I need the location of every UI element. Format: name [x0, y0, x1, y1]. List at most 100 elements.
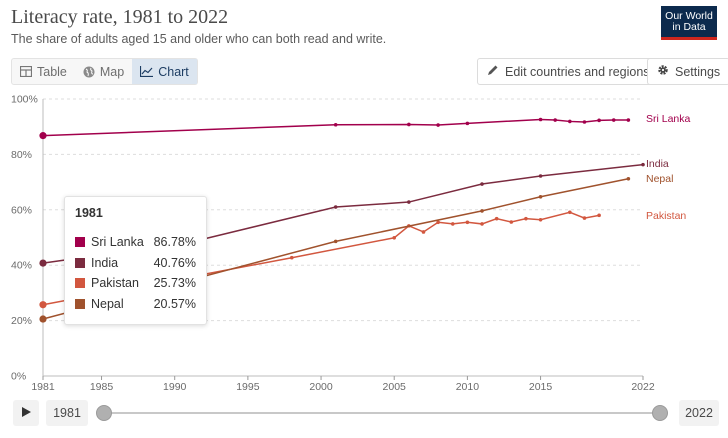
tooltip-country-name: India — [91, 255, 119, 270]
edit-countries-button[interactable]: Edit countries and regions — [477, 58, 660, 85]
timeline-start-handle[interactable] — [96, 405, 112, 421]
x-tick-label: 2005 — [383, 381, 407, 393]
timeline-end-handle[interactable] — [652, 405, 668, 421]
data-point[interactable] — [494, 216, 499, 221]
line-chart-icon — [140, 66, 154, 77]
play-icon — [21, 404, 31, 422]
gear-icon — [657, 64, 669, 79]
x-tick-label: 2010 — [456, 381, 480, 393]
data-point[interactable] — [39, 301, 47, 309]
tooltip-country-name: Nepal — [91, 296, 124, 311]
data-point[interactable] — [538, 217, 543, 222]
tooltip-country-name: Sri Lanka — [91, 235, 144, 250]
timeline: 1981 2022 — [0, 398, 728, 430]
tab-map-label: Map — [99, 64, 125, 79]
data-point[interactable] — [392, 235, 397, 240]
settings-button[interactable]: Settings — [647, 58, 728, 85]
chart-title: Literacy rate, 1981 to 2022 — [11, 6, 229, 28]
data-point[interactable] — [333, 239, 338, 244]
data-point[interactable] — [421, 230, 426, 234]
pencil-icon — [487, 64, 499, 79]
tooltip-row: Nepal 20.57% — [75, 294, 196, 315]
series-pakistan[interactable] — [39, 210, 601, 309]
tab-table-label: Table — [37, 64, 67, 79]
series-nepal[interactable] — [39, 176, 631, 323]
logo-text-line2: in Data — [672, 21, 706, 33]
data-point[interactable] — [597, 118, 601, 123]
series-sri-lanka[interactable] — [39, 117, 631, 140]
series-label-sri-lanka: Sri Lanka — [646, 113, 691, 125]
series-label-pakistan: Pakistan — [646, 210, 686, 222]
y-tick-label: 40% — [11, 260, 32, 272]
tooltip-row: Sri Lanka 86.78% — [75, 232, 196, 253]
data-point[interactable] — [611, 118, 616, 122]
data-point[interactable] — [465, 220, 470, 225]
tooltip-value: 86.78% — [153, 235, 196, 250]
tooltip-row: India 40.76% — [75, 253, 196, 274]
data-point[interactable] — [39, 132, 47, 140]
data-point[interactable] — [553, 118, 557, 122]
tab-map[interactable]: Map — [75, 59, 132, 84]
tab-chart-label: Chart — [158, 64, 189, 79]
data-point[interactable] — [568, 119, 572, 124]
edit-countries-label: Edit countries and regions — [505, 64, 650, 79]
timeline-start-year[interactable]: 1981 — [46, 400, 88, 426]
data-point[interactable] — [626, 176, 631, 181]
data-point[interactable] — [582, 216, 587, 220]
x-tick-label: 2000 — [309, 381, 333, 393]
data-point[interactable] — [480, 222, 484, 226]
data-point[interactable] — [626, 118, 631, 122]
data-point[interactable] — [509, 220, 514, 224]
x-tick-label: 1995 — [236, 381, 260, 393]
data-point[interactable] — [641, 162, 645, 167]
series-line-sri-lanka[interactable] — [42, 118, 629, 137]
chart-subtitle: The share of adults aged 15 and older wh… — [11, 32, 387, 46]
settings-label: Settings — [675, 64, 721, 79]
series-line-pakistan[interactable] — [42, 211, 600, 306]
data-point[interactable] — [450, 222, 455, 226]
tooltip-row: Pakistan 25.73% — [75, 273, 196, 294]
series-label-india: India — [646, 158, 669, 170]
data-point[interactable] — [407, 122, 411, 127]
tooltip-swatch — [75, 278, 85, 289]
data-point[interactable] — [538, 194, 543, 199]
y-tick-label: 20% — [11, 315, 32, 327]
y-tick-label: 80% — [11, 149, 32, 161]
data-point[interactable] — [333, 122, 338, 127]
data-point[interactable] — [333, 205, 338, 209]
play-button[interactable] — [13, 400, 39, 426]
data-point[interactable] — [480, 182, 484, 186]
tab-table[interactable]: Table — [12, 59, 75, 84]
data-point[interactable] — [524, 216, 528, 221]
tooltip-value: 20.57% — [153, 296, 196, 311]
x-tick-label: 1981 — [31, 381, 55, 393]
data-point[interactable] — [538, 174, 543, 178]
x-tick-label: 2015 — [529, 381, 553, 393]
data-point[interactable] — [436, 123, 440, 127]
data-point[interactable] — [538, 117, 543, 122]
owid-logo[interactable]: Our World in Data — [661, 6, 717, 40]
data-point[interactable] — [582, 120, 587, 124]
tooltip-swatch — [75, 298, 85, 309]
globe-icon — [83, 66, 95, 78]
data-point[interactable] — [480, 209, 484, 213]
data-point[interactable] — [289, 255, 294, 260]
data-point[interactable] — [436, 220, 440, 225]
x-tick-label: 1985 — [90, 381, 114, 393]
line-chart[interactable]: 0% 20% 40% 60% 80% 100% 1981 1985 1990 1995 2000 2… — [0, 0, 728, 398]
timeline-end-year[interactable]: 2022 — [679, 400, 719, 426]
tooltip-value: 40.76% — [153, 255, 196, 270]
timeline-track[interactable] — [104, 412, 660, 414]
table-icon — [20, 66, 32, 77]
tooltip-swatch — [75, 257, 85, 268]
data-point[interactable] — [39, 259, 47, 267]
x-tick-label: 1990 — [163, 381, 187, 393]
tab-chart[interactable]: Chart — [132, 59, 197, 84]
view-tabs: Table Map Chart — [11, 58, 198, 85]
tooltip-year: 1981 — [75, 206, 103, 220]
data-point[interactable] — [465, 121, 470, 126]
data-point[interactable] — [39, 315, 47, 323]
data-point[interactable] — [568, 210, 572, 215]
data-point[interactable] — [597, 213, 601, 218]
data-point[interactable] — [407, 200, 411, 204]
